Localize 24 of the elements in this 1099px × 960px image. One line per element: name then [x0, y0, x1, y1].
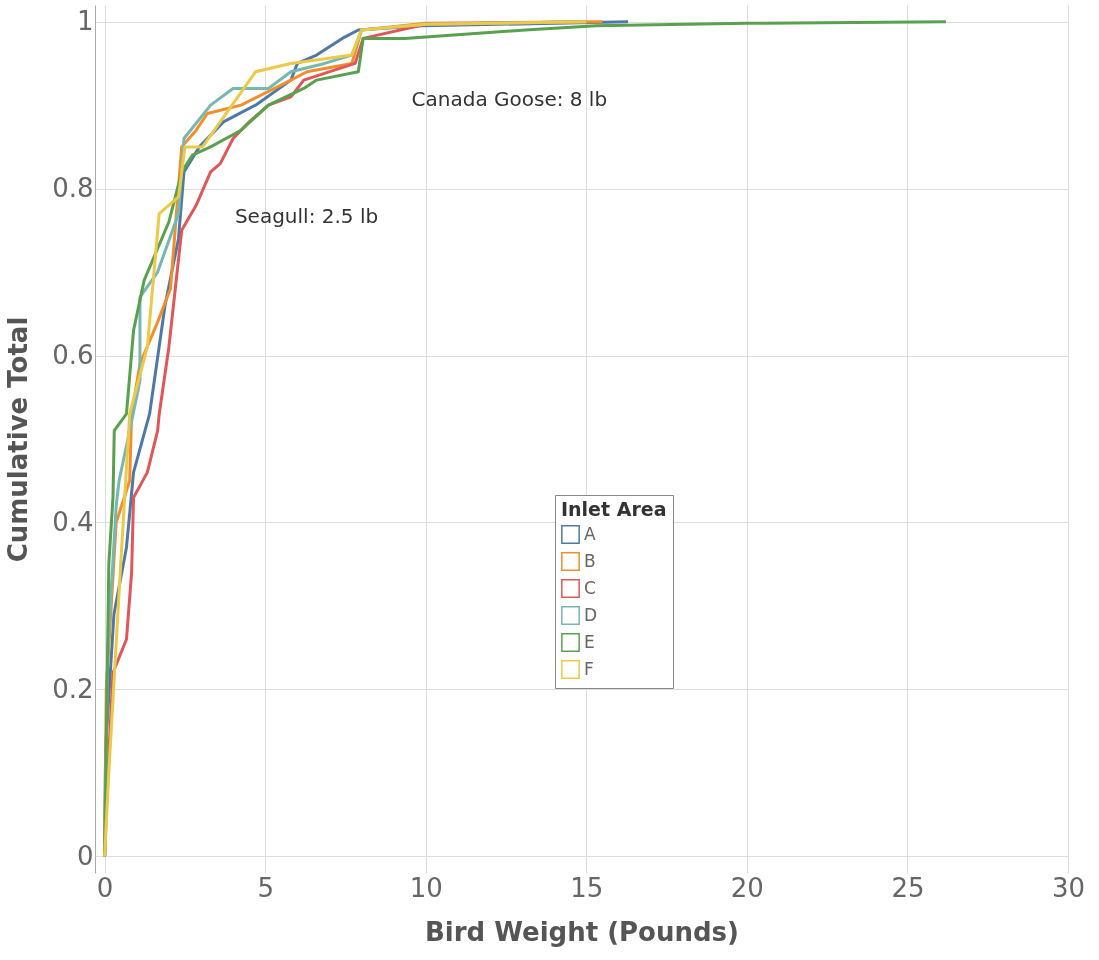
- legend-label: A: [584, 523, 596, 544]
- y-tick-label: 0.6: [52, 340, 94, 371]
- x-tick-label: 5: [257, 872, 274, 903]
- x-tick-label: 30: [1051, 872, 1086, 903]
- legend-label: F: [584, 658, 594, 679]
- legend-label: B: [584, 550, 596, 571]
- y-tick-label: 0: [76, 840, 94, 871]
- x-tick-label: 0: [96, 872, 114, 903]
- y-axis-title: Cumulative Total: [3, 316, 34, 563]
- y-tick-label: 0.2: [52, 673, 94, 704]
- legend-title: Inlet Area: [561, 498, 667, 520]
- annotation: Seagull: 2.5 lb: [234, 203, 379, 228]
- x-tick-label: 20: [730, 872, 764, 903]
- y-tick-label: 0.8: [52, 173, 94, 204]
- x-tick-label: 10: [409, 872, 443, 903]
- x-tick-label: 25: [891, 872, 925, 903]
- x-tick-label: 15: [570, 872, 604, 903]
- annotation: Canada Goose: 8 lb: [411, 87, 608, 112]
- legend-label: D: [584, 604, 598, 625]
- legend-label: C: [584, 577, 596, 598]
- y-tick-label: 1: [76, 6, 94, 37]
- y-tick-label: 0.4: [52, 506, 94, 537]
- legend-label: E: [584, 631, 595, 652]
- x-axis-title: Bird Weight (Pounds): [425, 916, 739, 947]
